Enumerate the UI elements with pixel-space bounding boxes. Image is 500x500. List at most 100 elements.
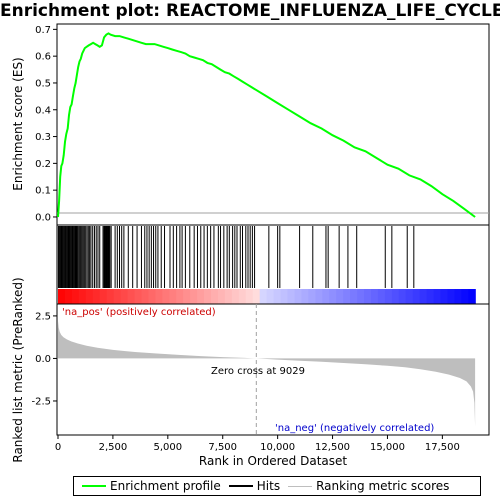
- colorbar-segment: [211, 289, 219, 304]
- colorbar-segment: [447, 289, 455, 304]
- colorbar-segment: [238, 289, 247, 304]
- colorbar-segment: [113, 289, 122, 304]
- neg-label: 'na_neg' (negatively correlated): [275, 423, 434, 434]
- metric-y-axis: -2.5 0.0 2.5: [31, 311, 57, 407]
- legend-label-hits: Hits: [256, 479, 281, 493]
- colorbar-segment: [315, 289, 323, 304]
- colorbar-segment: [308, 289, 316, 304]
- colorbar-segment: [259, 289, 268, 304]
- colorbar-segment: [357, 289, 365, 304]
- colorbar-segment: [92, 289, 101, 304]
- colorbar-segment: [141, 289, 149, 304]
- colorbar-segment: [433, 289, 442, 304]
- colorbar-segment: [252, 289, 261, 304]
- es-profile-line: [57, 32, 476, 218]
- colorbar-segment: [245, 289, 254, 304]
- colorbar-segment: [440, 289, 448, 304]
- es-y-tick-label: 0.7: [35, 25, 51, 36]
- legend: Enrichment profile Hits Ranking metric s…: [73, 476, 481, 496]
- colorbar-segment: [127, 289, 136, 304]
- pos-label: 'na_pos' (positively correlated): [62, 307, 216, 318]
- colorbar-segment: [329, 289, 337, 304]
- legend-item-hits: Hits: [228, 479, 281, 493]
- colorbar-segment: [231, 289, 240, 304]
- es-y-tick-label: 0.5: [35, 78, 51, 89]
- colorbar-segment: [266, 289, 275, 304]
- es-y-axis-label: Enrichment score (ES): [11, 57, 25, 190]
- colorbar-segment: [217, 289, 226, 304]
- es-y-axis: 0.0 0.1 0.2 0.3 0.4 0.5 0.6 0.7: [35, 25, 57, 223]
- colorbar-segment: [287, 289, 295, 304]
- colorbar-segment: [190, 289, 198, 304]
- es-y-tick-label: 0.6: [35, 52, 51, 63]
- x-tick-label: 5,000: [153, 442, 182, 453]
- es-panel-frame: [56, 23, 490, 226]
- colorbar-segment: [197, 289, 205, 304]
- colorbar-segment: [294, 289, 302, 304]
- colorbar-segment: [405, 289, 414, 304]
- x-tick-label: 0: [55, 442, 61, 453]
- es-y-tick-label: 0.1: [35, 186, 51, 197]
- legend-swatch-hits: [228, 485, 253, 487]
- colorbar-segment: [204, 289, 212, 304]
- colorbar-segment: [120, 289, 129, 304]
- colorbar-segment: [322, 289, 330, 304]
- colorbar-segment: [419, 289, 428, 304]
- x-axis-label: Rank in Ordered Dataset: [199, 454, 347, 468]
- colorbar-segment: [350, 289, 358, 304]
- colorbar-segment: [426, 289, 435, 304]
- x-tick-label: 17,500: [425, 442, 460, 453]
- es-y-tick-label: 0.3: [35, 132, 51, 143]
- metric-y-tick-label: 2.5: [35, 311, 51, 322]
- page-title: Enrichment plot: REACTOME_INFLUENZA_LIFE…: [0, 1, 500, 21]
- colorbar-segment: [343, 289, 351, 304]
- metric-panel-frame: [56, 303, 490, 436]
- colorbar-segment: [183, 289, 191, 304]
- colorbar-segment: [412, 289, 421, 304]
- colorbar-segment: [377, 289, 386, 304]
- legend-swatch-enrichment: [82, 485, 106, 487]
- colorbar-segment: [148, 289, 156, 304]
- colorbar-segment: [169, 289, 177, 304]
- colorbar-segment: [364, 289, 372, 304]
- legend-label-metric: Ranking metric scores: [316, 479, 450, 493]
- colorbar-segment: [336, 289, 344, 304]
- hits-marks: [57, 226, 415, 288]
- es-y-tick-label: 0.0: [35, 212, 51, 223]
- colorbar-segment: [370, 289, 379, 304]
- colorbar-segment: [224, 289, 233, 304]
- metric-y-tick-label: -2.5: [31, 396, 51, 407]
- colorbar-segment: [398, 289, 407, 304]
- colorbar-segment: [176, 289, 184, 304]
- metric-y-tick-label: 0.0: [35, 354, 51, 365]
- colorbar-segment: [454, 289, 462, 304]
- colorbar-segment: [384, 289, 393, 304]
- colorbar-segment: [71, 289, 80, 304]
- colorbar-segment: [468, 289, 476, 304]
- legend-swatch-metric: [288, 485, 313, 487]
- colorbar-segment: [273, 289, 282, 304]
- legend-item-metric: Ranking metric scores: [288, 479, 449, 493]
- colorbar-segment: [162, 289, 170, 304]
- colorbar-segment: [58, 289, 66, 304]
- es-y-tick-label: 0.2: [35, 159, 51, 170]
- colorbar-segment: [155, 289, 163, 304]
- x-tick-label: 10,000: [260, 442, 295, 453]
- x-axis: 0 2,500 5,000 7,500 10,000 12,500 15,000 17,500: [55, 435, 460, 453]
- metric-y-axis-label: Ranked list metric (PreRanked): [11, 277, 25, 462]
- x-tick-label: 2,500: [99, 442, 128, 453]
- colorbar-segment: [280, 289, 289, 304]
- x-tick-label: 15,000: [370, 442, 405, 453]
- colorbar-segment: [64, 289, 73, 304]
- legend-item-enrichment: Enrichment profile: [82, 479, 221, 493]
- colorbar-segment: [78, 289, 87, 304]
- colorbar-segment: [85, 289, 94, 304]
- es-y-tick-label: 0.4: [35, 105, 51, 116]
- x-tick-label: 12,500: [315, 442, 350, 453]
- colorbar-segment: [106, 289, 115, 304]
- rank-colorbar: [58, 289, 476, 304]
- legend-label-enrichment: Enrichment profile: [110, 479, 221, 493]
- colorbar-segment: [301, 289, 309, 304]
- colorbar-segment: [461, 289, 469, 304]
